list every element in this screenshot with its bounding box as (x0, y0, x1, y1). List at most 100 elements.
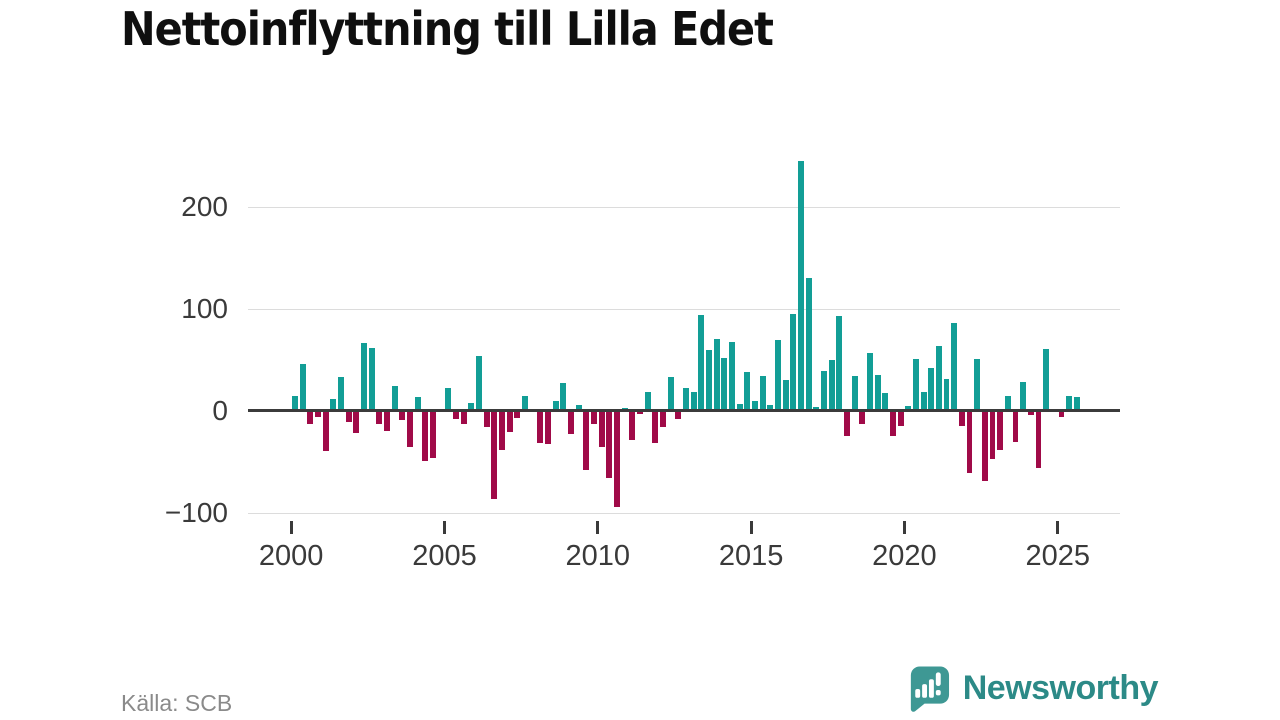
bar-2006-q3 (491, 412, 498, 499)
bar-2020-q2 (913, 358, 919, 411)
bar-2016-q4 (805, 278, 812, 411)
bar-2006-q1 (476, 355, 482, 411)
bar-2001-q3 (338, 377, 344, 411)
x-tick-2000 (289, 521, 293, 534)
bar-2015-q4 (775, 339, 781, 411)
bar-2007-q2 (514, 412, 521, 419)
bar-2022-q1 (966, 412, 973, 474)
x-axis-label-2015: 2015 (718, 540, 784, 572)
bar-2011-q4 (652, 412, 659, 443)
bar-2020-q4 (928, 368, 935, 411)
bar-2012-q3 (675, 412, 682, 420)
bar-2002-q1 (353, 412, 360, 434)
bar-2015-q1 (752, 400, 758, 411)
bar-2013-q1 (690, 391, 697, 411)
bar-2011-q1 (629, 412, 636, 440)
bar-2021-q4 (959, 412, 965, 427)
bar-2014-q2 (729, 341, 735, 411)
bar-2008-q4 (560, 383, 567, 411)
bar-2004-q3 (430, 412, 436, 458)
brand-name: Newsworthy (962, 668, 1159, 707)
bar-2005-q4 (468, 402, 475, 411)
bar-2021-q3 (951, 323, 958, 411)
bar-2025-q1 (1058, 412, 1065, 418)
bar-2016-q1 (782, 380, 789, 411)
bar-2003-q1 (384, 412, 390, 432)
bar-2017-q2 (821, 371, 827, 411)
bar-2025-q3 (1074, 396, 1080, 411)
x-tick-2020 (902, 521, 906, 534)
newsworthy-bubble-chart-icon (910, 666, 949, 712)
bar-2005-q3 (460, 412, 467, 425)
x-tick-2025 (1056, 521, 1060, 534)
bar-2016-q2 (790, 314, 797, 411)
logo-bar-3 (928, 679, 934, 698)
bar-2024-q2 (1035, 412, 1042, 469)
bar-2011-q3 (644, 391, 651, 411)
logo-exclamation-dot (935, 689, 941, 696)
x-axis-label-2025: 2025 (1025, 540, 1090, 572)
bar-2010-q1 (598, 412, 605, 447)
bar-2021-q2 (943, 379, 950, 411)
bar-2006-q2 (483, 412, 490, 428)
logo-bar-1 (914, 688, 920, 698)
x-axis-label-2005: 2005 (412, 540, 477, 572)
bar-2015-q2 (759, 376, 766, 411)
bar-2017-q3 (828, 360, 835, 411)
bar-2014-q4 (744, 372, 751, 411)
bar-2015-q3 (767, 404, 774, 411)
y-axis-label-0: 0 (212, 395, 228, 426)
bar-2018-q4 (867, 352, 873, 411)
bar-2002-q2 (361, 342, 367, 411)
bar-2008-q3 (552, 400, 559, 411)
bar-2013-q2 (698, 315, 705, 411)
bar-2012-q4 (683, 387, 689, 411)
bar-2005-q1 (445, 387, 452, 411)
bar-2009-q4 (591, 412, 597, 425)
bar-2008-q2 (545, 412, 551, 444)
bar-2012-q1 (660, 412, 666, 428)
bar-2017-q4 (836, 316, 843, 411)
y-axis-label-100: 100 (181, 293, 228, 324)
bar-2024-q3 (1043, 348, 1050, 411)
x-tick-2015 (749, 521, 753, 534)
x-axis-label-2010: 2010 (565, 540, 631, 572)
bar-2000-q3 (307, 412, 314, 425)
bar-2010-q3 (614, 412, 620, 507)
bar-2022-q3 (982, 412, 988, 482)
x-axis-label-2020: 2020 (872, 540, 937, 572)
bar-2003-q4 (407, 412, 413, 447)
bar-2020-q1 (905, 405, 912, 411)
bar-2002-q3 (368, 347, 375, 411)
bar-2014-q1 (721, 357, 728, 411)
bar-2009-q2 (575, 404, 582, 411)
bar-2000-q4 (315, 412, 321, 418)
bar-2023-q1 (997, 412, 1004, 450)
bar-2003-q2 (391, 385, 398, 411)
bar-2005-q2 (453, 412, 459, 420)
bar-2020-q3 (920, 391, 927, 411)
bar-2023-q4 (1020, 382, 1027, 411)
y-axis-label--100: −100 (164, 497, 228, 528)
bar-2000-q2 (299, 364, 306, 411)
gridline--100 (248, 513, 1120, 514)
bar-2013-q3 (706, 349, 712, 411)
bar-2018-q2 (851, 376, 858, 411)
x-tick-2010 (596, 521, 600, 534)
bar-2019-q1 (874, 375, 881, 411)
bar-2003-q3 (399, 412, 406, 421)
zero-axis-line (248, 409, 1120, 412)
bar-2009-q1 (568, 412, 574, 435)
bar-2019-q2 (882, 392, 889, 411)
bar-2009-q3 (583, 412, 590, 471)
bar-2004-q2 (422, 412, 429, 461)
bar-2023-q3 (1012, 412, 1019, 442)
bar-2023-q2 (1005, 395, 1011, 411)
gridline-100 (248, 309, 1120, 310)
bar-2013-q4 (713, 338, 720, 411)
bar-2014-q3 (736, 403, 743, 411)
bar-2001-q2 (330, 398, 337, 411)
x-axis-label-2000: 2000 (258, 540, 324, 572)
bar-2010-q2 (606, 412, 613, 479)
